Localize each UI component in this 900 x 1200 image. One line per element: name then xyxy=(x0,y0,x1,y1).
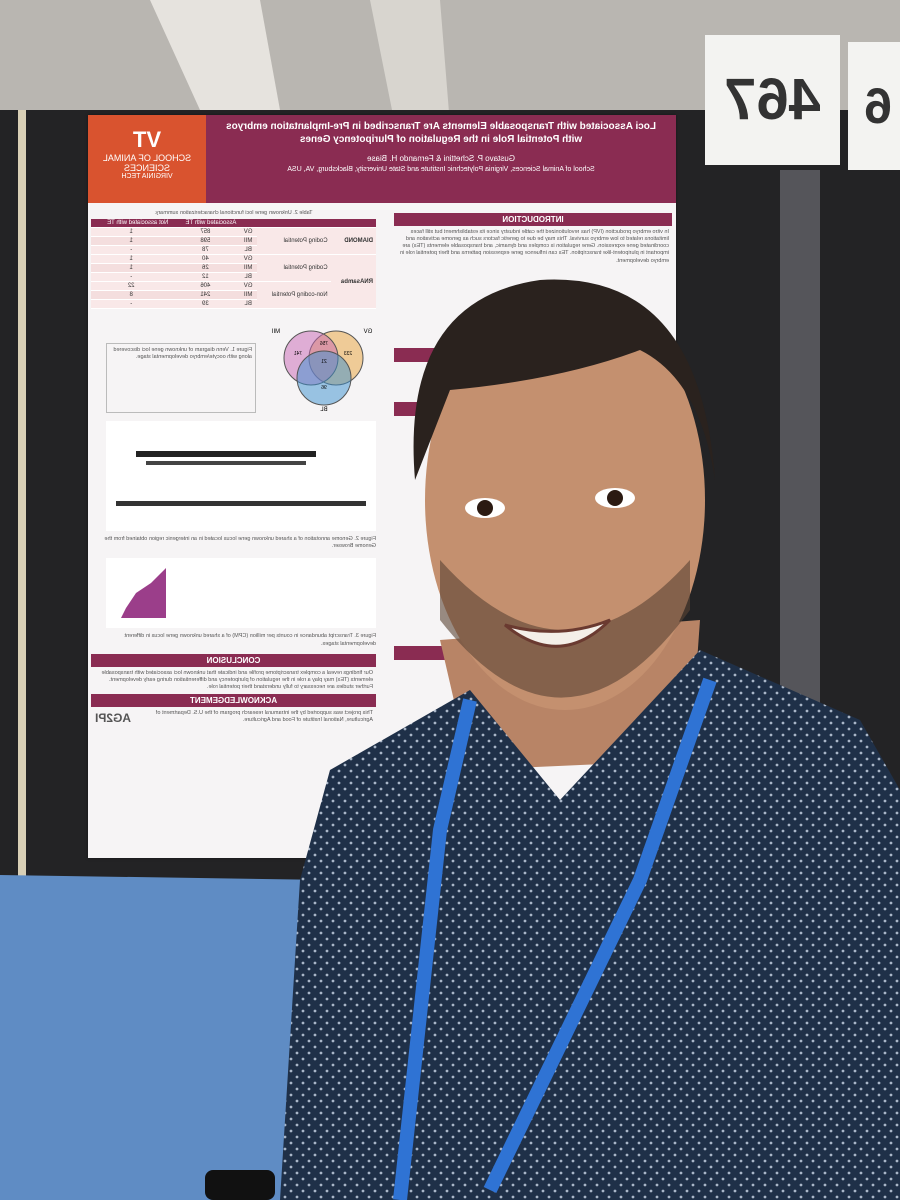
panel xyxy=(106,421,376,532)
post xyxy=(780,170,820,770)
hair xyxy=(413,279,715,480)
venn-number: 233 xyxy=(344,351,353,357)
carpet xyxy=(0,875,330,1200)
smile xyxy=(504,618,612,648)
shirt xyxy=(280,650,900,1200)
lanyard xyxy=(393,698,477,1200)
venn-number: 756 xyxy=(320,341,329,347)
track xyxy=(116,501,366,507)
poster: Loci Associated with Transposable Elemen… xyxy=(88,115,676,858)
venn-number: 21 xyxy=(321,359,327,365)
venn: GV MII BL 233 756 741 21 96 xyxy=(272,329,373,413)
venn-number: 96 xyxy=(321,385,327,391)
venn-label: BL xyxy=(320,407,328,413)
lanyard xyxy=(483,677,717,1194)
figure-1: GV MII BL 233 756 741 21 96 Figure 1. Venn diag… xyxy=(91,323,376,414)
track xyxy=(146,461,306,466)
pupil xyxy=(477,500,493,516)
track xyxy=(136,451,316,458)
venn-number: 741 xyxy=(294,351,303,357)
bars xyxy=(121,568,166,619)
venn-label: GV xyxy=(364,329,373,335)
pupil xyxy=(607,490,623,506)
bar-plot xyxy=(106,558,376,629)
camera xyxy=(205,1170,275,1200)
venn-circle xyxy=(296,350,352,406)
beard xyxy=(440,560,690,698)
venn-label: MII xyxy=(272,329,281,335)
light xyxy=(150,0,280,110)
genome-browser xyxy=(106,421,376,532)
post xyxy=(18,110,26,880)
face xyxy=(425,290,705,710)
pillar xyxy=(370,0,450,125)
right-column: Table 2. Unknown gene loci functional ch… xyxy=(91,210,376,729)
